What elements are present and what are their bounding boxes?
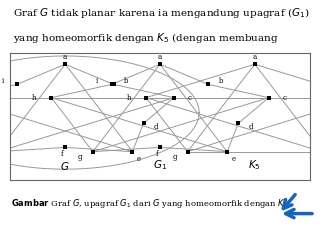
Text: $G_1$: $G_1$ [153, 159, 167, 172]
Text: g: g [78, 153, 83, 161]
Text: i: i [96, 77, 98, 85]
Text: $K_5$: $K_5$ [248, 159, 261, 172]
Text: b: b [219, 77, 223, 85]
Text: $G$: $G$ [60, 160, 70, 172]
Text: a: a [252, 53, 257, 61]
Text: a: a [63, 53, 68, 61]
Text: d: d [154, 123, 158, 131]
Text: $\mathbf{Gambar}$ Graf $G$, upagraf $G_1$ dari $G$ yang homeomorfik dengan $K_5$: $\mathbf{Gambar}$ Graf $G$, upagraf $G_1… [11, 197, 291, 210]
Text: c: c [188, 94, 192, 102]
Text: c: c [282, 94, 286, 102]
Text: e: e [136, 155, 140, 163]
Text: simpul-simpul yang berderajat 2 dari $G_1$, diperoleh $K_5$).: simpul-simpul yang berderajat 2 dari $G_… [13, 57, 304, 71]
Text: i: i [1, 77, 4, 85]
Text: Graf $G$ tidak planar karena ia mengandung upagraf ($G_1$): Graf $G$ tidak planar karena ia mengandu… [13, 6, 309, 20]
Text: h: h [126, 94, 131, 102]
Text: f: f [156, 150, 158, 158]
Text: yang homeomorfik dengan $K_5$ (dengan membuang: yang homeomorfik dengan $K_5$ (dengan me… [13, 31, 278, 46]
Text: a: a [158, 53, 162, 61]
Text: f: f [61, 150, 64, 158]
Text: d: d [249, 123, 253, 131]
Text: e: e [231, 155, 235, 163]
Text: g: g [173, 153, 177, 161]
Text: h: h [32, 94, 36, 102]
Text: b: b [124, 77, 129, 85]
